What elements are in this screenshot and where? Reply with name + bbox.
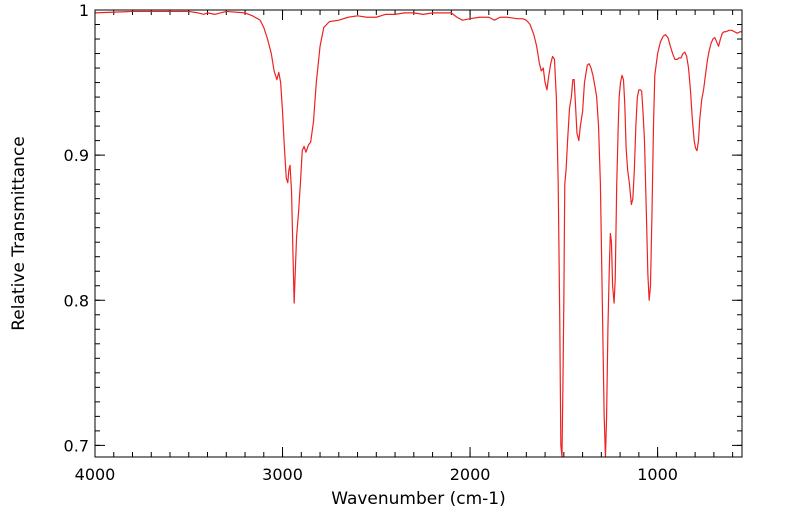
x-axis-title: Wavenumber (cm-1) — [331, 489, 506, 509]
x-tick-label: 1000 — [637, 465, 678, 484]
plot-frame — [94, 9, 743, 458]
x-tick-label: 3000 — [262, 465, 303, 484]
x-tick-label: 4000 — [75, 465, 116, 484]
y-tick-label: 0.8 — [64, 291, 89, 310]
y-tick-label: 0.9 — [64, 146, 89, 165]
x-tick-label: 2000 — [450, 465, 491, 484]
y-axis-title: Relative Transmittance — [9, 136, 29, 331]
spectrum-line — [94, 10, 742, 458]
tick-labels: 4000 3000 2000 1000 0.7 0.8 0.9 1 — [64, 1, 678, 484]
y-tick-label: 1 — [79, 1, 89, 20]
y-tick-label: 0.7 — [64, 436, 89, 455]
